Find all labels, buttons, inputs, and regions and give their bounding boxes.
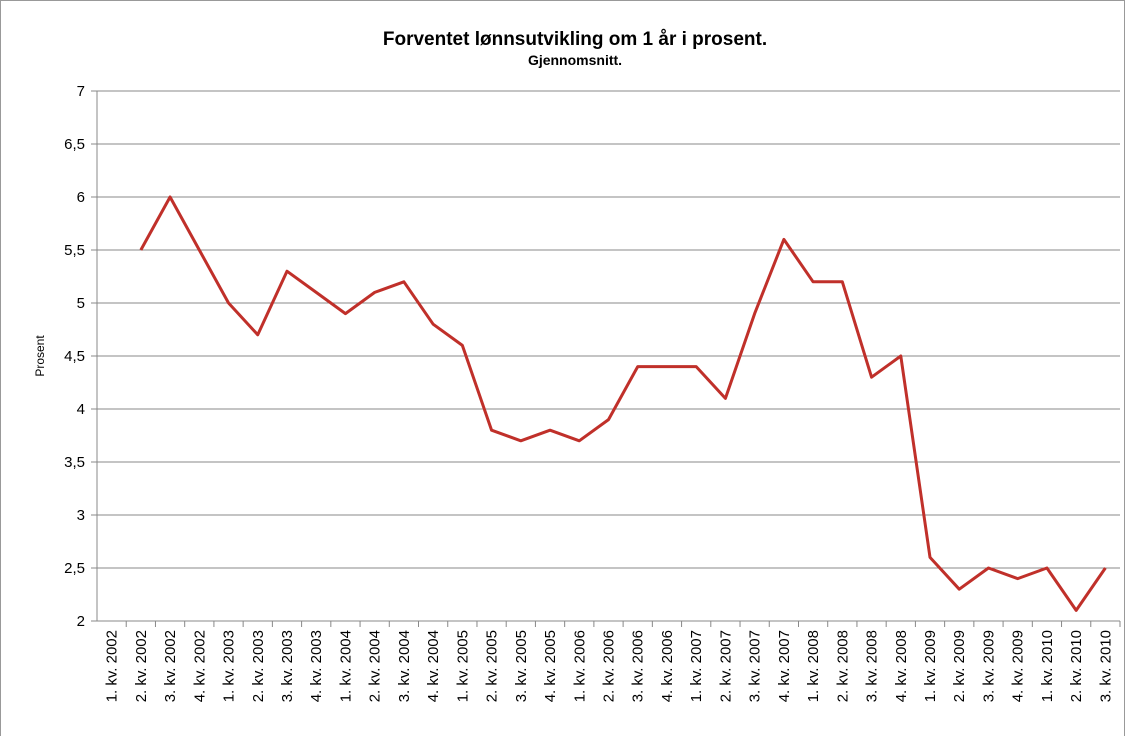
x-tick-label: 3. kv. 2005: [513, 630, 530, 702]
x-tick-label: 1. kv. 2005: [454, 630, 471, 702]
x-tick-label: 4. kv. 2004: [425, 630, 442, 702]
y-tick-label: 7: [77, 83, 85, 100]
x-tick-label: 4. kv. 2008: [893, 630, 910, 702]
x-tick-label: 1. kv. 2003: [221, 630, 238, 702]
x-tick-label: 3. kv. 2010: [1097, 630, 1114, 702]
y-tick-label: 2,5: [64, 560, 85, 577]
y-tick-label: 3: [77, 507, 85, 524]
x-tick-label: 2. kv. 2005: [484, 630, 501, 702]
x-tick-label: 1. kv. 2004: [337, 630, 354, 702]
x-tick-label: 2. kv. 2004: [367, 630, 384, 702]
x-tick-label: 1. kv. 2007: [688, 630, 705, 702]
x-tick-label: 2. kv. 2003: [250, 630, 267, 702]
x-tick-label: 3. kv. 2009: [980, 630, 997, 702]
y-tick-label: 2: [77, 613, 85, 630]
x-tick-label: 2. kv. 2006: [601, 630, 618, 702]
x-tick-label: 4. kv. 2006: [659, 630, 676, 702]
x-tick-label: 1. kv. 2010: [1039, 630, 1056, 702]
x-tick-label: 4. kv. 2009: [1010, 630, 1027, 702]
chart-title: Forventet lønnsutvikling om 1 år i prose…: [383, 29, 767, 50]
line-series: [139, 195, 1107, 612]
y-tick-label: 3,5: [64, 454, 85, 471]
y-tick-label: 4,5: [64, 348, 85, 365]
x-tick-label: 1. kv. 2006: [571, 630, 588, 702]
x-tick-label: 3. kv. 2007: [747, 630, 764, 702]
y-axis-label: Prosent: [33, 335, 47, 377]
x-tick-label: 2. kv. 2002: [133, 630, 150, 702]
x-tick-label: 2. kv. 2007: [717, 630, 734, 702]
x-tick-label: 4. kv. 2003: [308, 630, 325, 702]
x-tick-label: 2. kv. 2008: [834, 630, 851, 702]
x-tick-label: 4. kv. 2005: [542, 630, 559, 702]
y-tick-label: 6: [77, 189, 85, 206]
x-tick-label: 3. kv. 2003: [279, 630, 296, 702]
y-tick-label: 4: [77, 401, 85, 418]
x-tick-label: 4. kv. 2002: [191, 630, 208, 702]
y-tick-label: 5: [77, 295, 85, 312]
x-tick-label: 3. kv. 2006: [630, 630, 647, 702]
y-tick-label: 6,5: [64, 136, 85, 153]
x-tick-label: 1. kv. 2009: [922, 630, 939, 702]
x-tick-label: 3. kv. 2008: [864, 630, 881, 702]
x-tick-label: 3. kv. 2002: [162, 630, 179, 702]
x-tick-label: 2. kv. 2010: [1068, 630, 1085, 702]
x-tick-label: 2. kv. 2009: [951, 630, 968, 702]
x-tick-label: 3. kv. 2004: [396, 630, 413, 702]
x-tick-label: 4. kv. 2007: [776, 630, 793, 702]
x-tick-label: 1. kv. 2008: [805, 630, 822, 702]
y-tick-label: 5,5: [64, 242, 85, 259]
chart-subtitle: Gjennomsnitt.: [528, 52, 622, 68]
x-tick-label: 1. kv. 2002: [104, 630, 121, 702]
